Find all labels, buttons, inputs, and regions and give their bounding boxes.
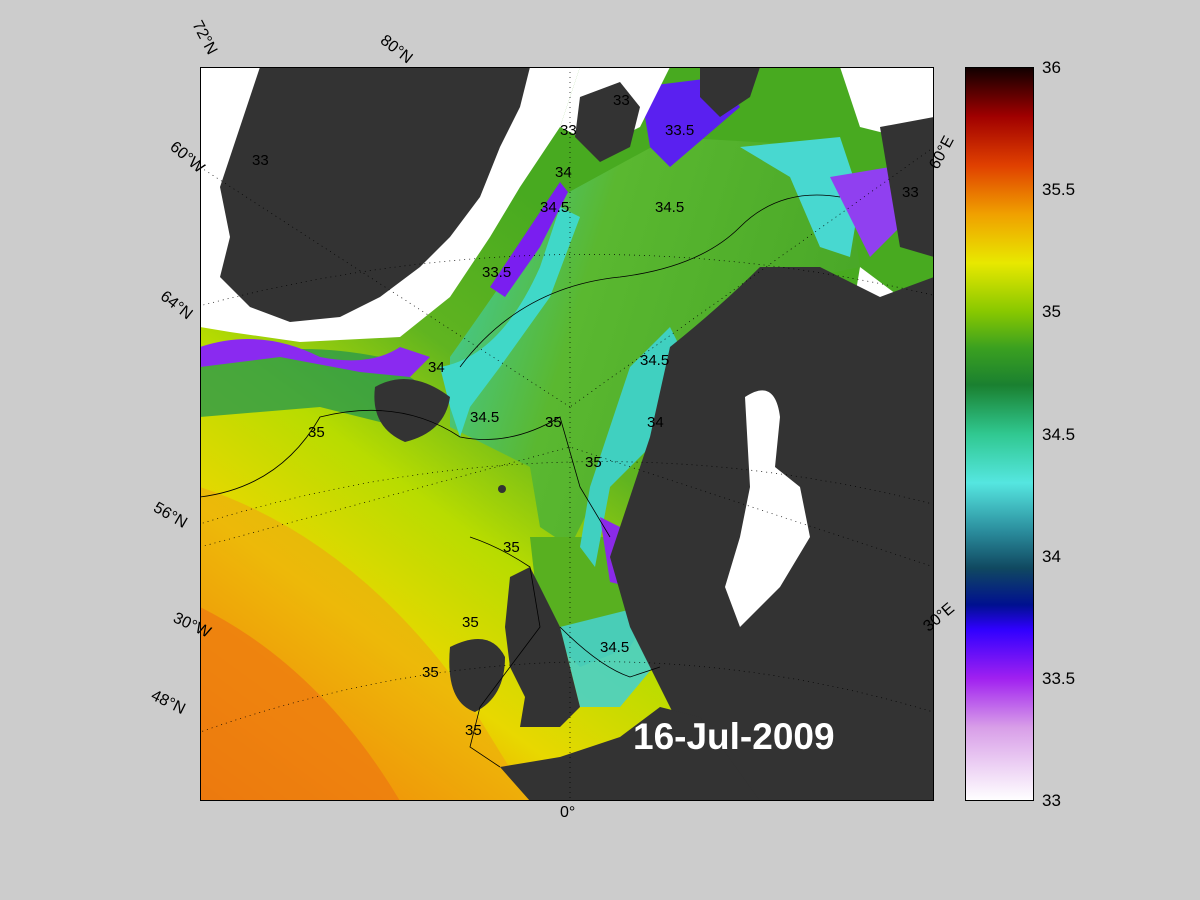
colorbar-tick-label: 36 (1042, 58, 1061, 77)
contour-label: 34.5 (600, 639, 629, 656)
contour-label: 34 (647, 414, 664, 431)
contour-label: 34.5 (655, 199, 684, 216)
graticule-label: 56°N (150, 499, 190, 532)
contour-label: 35 (462, 614, 479, 631)
colorbar-tick-label: 34 (1042, 547, 1061, 566)
contour-label: 34 (555, 164, 572, 181)
contour-34-5-a (459, 194, 841, 368)
graticule-label: 64°N (156, 287, 196, 324)
colorbar-tick-label: 33.5 (1042, 669, 1076, 688)
contour-label: 35 (585, 454, 602, 471)
colorbar (965, 67, 1034, 801)
colorbar-tick-label: 35.5 (1042, 180, 1076, 199)
contour-label: 33 (613, 92, 630, 109)
coastal-band-greenland (440, 207, 580, 437)
colorbar-tick-label: 33 (1042, 791, 1061, 810)
contour-label: 33 (902, 184, 919, 201)
salinity-map: 33 33 33 33.5 34 34.5 34.5 34.5 35 35 35… (200, 67, 934, 801)
contour-label: 35 (308, 424, 325, 441)
map-frame (200, 67, 934, 801)
contour-label: 34.5 (640, 352, 669, 369)
contour-label: 34.5 (540, 199, 569, 216)
contour-34-5-b (559, 626, 661, 678)
novaya-zemlya-landmass (880, 117, 934, 257)
contour-label: 34.5 (470, 409, 499, 426)
fresh-band-white-sea (830, 167, 900, 257)
contour-label-group: 33 33 33 33.5 34 34.5 34.5 34.5 35 35 35… (252, 92, 919, 739)
graticule (200, 67, 934, 801)
warm-water-band (200, 487, 530, 801)
lon-line-60w (200, 166, 571, 408)
great-britain-landmass (505, 567, 580, 727)
contour-35-a (200, 409, 611, 538)
franz-josef-landmass (700, 67, 760, 117)
graticule-label: 72°N (188, 17, 221, 58)
colorbar-canvas (965, 67, 1034, 801)
colorbar-gradient (965, 67, 1034, 801)
contour-label: 35 (465, 722, 482, 739)
contour-35-b (469, 536, 541, 768)
coastal-band-barents (740, 137, 860, 257)
graticule-label: 0° (560, 804, 576, 821)
contour-label: 35 (503, 539, 520, 556)
graticule-label: 48°N (148, 687, 188, 719)
baltic-sea-nodata (725, 390, 810, 627)
contour-label: 33 (252, 152, 269, 169)
greenland-landmass (220, 67, 530, 322)
contour-label: 34 (428, 359, 445, 376)
contour-label: 35 (422, 664, 439, 681)
ireland-landmass (449, 639, 505, 712)
svalbard-landmass (575, 82, 640, 162)
faroe-islands (498, 485, 506, 493)
sea-ice-kara (840, 67, 934, 137)
fresh-band-east-greenland (200, 339, 430, 377)
iceland-landmass (374, 379, 450, 442)
map-canvas: 33 33 33 33.5 34 34.5 34.5 34.5 35 35 35… (200, 67, 934, 801)
contour-label: 35 (545, 414, 562, 431)
fresh-band-greenland-shelf (490, 182, 568, 297)
graticule-label: 80°N (376, 31, 416, 68)
contours (200, 194, 841, 768)
colorbar-tick-label: 35 (1042, 302, 1061, 321)
contour-label: 33.5 (665, 122, 694, 139)
contour-label: 33 (560, 122, 577, 139)
date-label: 16-Jul-2009 (633, 716, 835, 757)
continental-europe-landmass (500, 707, 760, 801)
contour-label: 33.5 (482, 264, 511, 281)
colorbar-tick-label: 34.5 (1042, 425, 1076, 444)
